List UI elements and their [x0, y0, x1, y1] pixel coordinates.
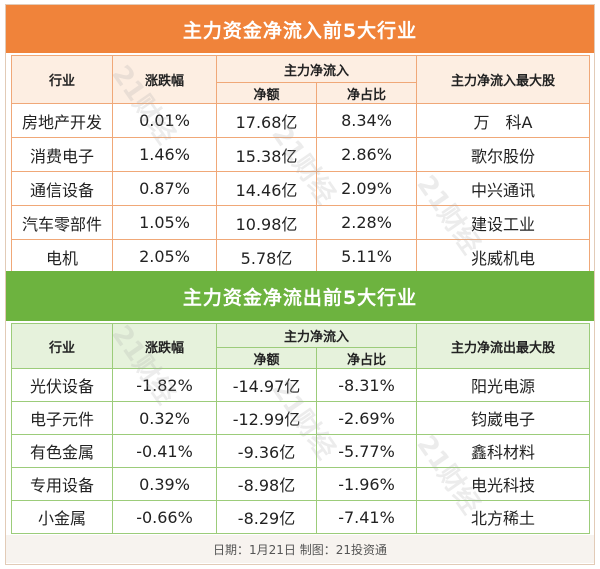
cell-net-amount: 15.38亿: [216, 137, 317, 172]
cell-top-stock: 中兴通讯: [416, 171, 591, 206]
table-row: 电子元件 0.32% -12.99亿 -2.69% 钧崴电子: [11, 401, 591, 435]
inflow-section: 主力资金净流入前5大行业 行业 涨跌幅 主力净流入 主力净流入最大股 净额 净占…: [6, 5, 594, 274]
inflow-table: 行业 涨跌幅 主力净流入 主力净流入最大股 净额 净占比 房地产开发 0.01%…: [11, 55, 591, 274]
cell-net-ratio: 5.11%: [315, 239, 418, 274]
cell-net-amount: 10.98亿: [216, 205, 317, 240]
cell-net-amount: 17.68亿: [216, 103, 317, 138]
table-row: 消费电子 1.46% 15.38亿 2.86% 歌尔股份: [11, 137, 591, 172]
header-net-ratio: 净占比: [315, 82, 418, 104]
outflow-table: 行业 涨跌幅 主力净流入 主力净流出最大股 净额 净占比 光伏设备 -1.82%…: [11, 323, 591, 534]
cell-change: -0.41%: [112, 434, 217, 468]
footer-caption: 日期：1月21日 制图：21投资通: [6, 535, 594, 563]
cell-top-stock: 电光科技: [416, 467, 591, 501]
cell-net-ratio: 2.09%: [315, 171, 418, 206]
header-top-stock: 主力净流入最大股: [416, 55, 591, 104]
table-row: 电机 2.05% 5.78亿 5.11% 兆威机电: [11, 239, 591, 274]
cell-industry: 电子元件: [11, 401, 113, 435]
header-net-ratio: 净占比: [315, 347, 418, 369]
table-row: 光伏设备 -1.82% -14.97亿 -8.31% 阳光电源: [11, 368, 591, 402]
cell-net-amount: -9.36亿: [216, 434, 317, 468]
cell-top-stock: 万 科A: [416, 103, 591, 138]
cell-industry: 专用设备: [11, 467, 113, 501]
cell-industry: 有色金属: [11, 434, 113, 468]
report-card: 主力资金净流入前5大行业 行业 涨跌幅 主力净流入 主力净流入最大股 净额 净占…: [5, 4, 595, 565]
header-net-amount: 净额: [216, 347, 317, 369]
cell-change: -1.82%: [112, 368, 217, 402]
header-industry: 行业: [11, 323, 113, 369]
table-row: 小金属 -0.66% -8.29亿 -7.41% 北方稀土: [11, 500, 591, 534]
cell-industry: 通信设备: [11, 171, 113, 206]
cell-change: 2.05%: [112, 239, 217, 274]
cell-top-stock: 阳光电源: [416, 368, 591, 402]
cell-industry: 光伏设备: [11, 368, 113, 402]
cell-top-stock: 鑫科材料: [416, 434, 591, 468]
inflow-title: 主力资金净流入前5大行业: [6, 5, 594, 53]
cell-top-stock: 北方稀土: [416, 500, 591, 534]
table-row: 专用设备 0.39% -8.98亿 -1.96% 电光科技: [11, 467, 591, 501]
cell-top-stock: 兆威机电: [416, 239, 591, 274]
header-industry: 行业: [11, 55, 113, 104]
cell-industry: 小金属: [11, 500, 113, 534]
cell-change: 0.01%: [112, 103, 217, 138]
cell-net-amount: -14.97亿: [216, 368, 317, 402]
cell-industry: 电机: [11, 239, 113, 274]
cell-net-amount: 14.46亿: [216, 171, 317, 206]
cell-change: 0.32%: [112, 401, 217, 435]
cell-net-amount: -12.99亿: [216, 401, 317, 435]
outflow-section: 主力资金净流出前5大行业 行业 涨跌幅 主力净流入 主力净流出最大股 净额 净占…: [6, 271, 594, 534]
table-row: 房地产开发 0.01% 17.68亿 8.34% 万 科A: [11, 103, 591, 138]
cell-change: 0.87%: [112, 171, 217, 206]
cell-change: 1.46%: [112, 137, 217, 172]
cell-top-stock: 钧崴电子: [416, 401, 591, 435]
cell-industry: 汽车零部件: [11, 205, 113, 240]
table-row: 汽车零部件 1.05% 10.98亿 2.28% 建设工业: [11, 205, 591, 240]
cell-net-ratio: -5.77%: [315, 434, 418, 468]
cell-change: -0.66%: [112, 500, 217, 534]
cell-net-amount: -8.98亿: [216, 467, 317, 501]
header-net-amount: 净额: [216, 82, 317, 104]
cell-industry: 房地产开发: [11, 103, 113, 138]
header-change: 涨跌幅: [112, 323, 217, 369]
cell-change: 1.05%: [112, 205, 217, 240]
cell-top-stock: 建设工业: [416, 205, 591, 240]
table-row: 通信设备 0.87% 14.46亿 2.09% 中兴通讯: [11, 171, 591, 206]
cell-net-ratio: -2.69%: [315, 401, 418, 435]
cell-top-stock: 歌尔股份: [416, 137, 591, 172]
header-change: 涨跌幅: [112, 55, 217, 104]
cell-net-amount: 5.78亿: [216, 239, 317, 274]
table-row: 有色金属 -0.41% -9.36亿 -5.77% 鑫科材料: [11, 434, 591, 468]
cell-change: 0.39%: [112, 467, 217, 501]
cell-net-ratio: 8.34%: [315, 103, 418, 138]
cell-net-ratio: 2.86%: [315, 137, 418, 172]
outflow-title: 主力资金净流出前5大行业: [6, 271, 594, 321]
header-main-group: 主力净流入: [215, 323, 418, 348]
cell-net-ratio: -1.96%: [315, 467, 418, 501]
cell-net-ratio: -8.31%: [315, 368, 418, 402]
cell-net-ratio: -7.41%: [315, 500, 418, 534]
header-top-stock: 主力净流出最大股: [416, 323, 591, 369]
cell-industry: 消费电子: [11, 137, 113, 172]
cell-net-amount: -8.29亿: [216, 500, 317, 534]
header-main-group: 主力净流入: [215, 55, 418, 83]
cell-net-ratio: 2.28%: [315, 205, 418, 240]
